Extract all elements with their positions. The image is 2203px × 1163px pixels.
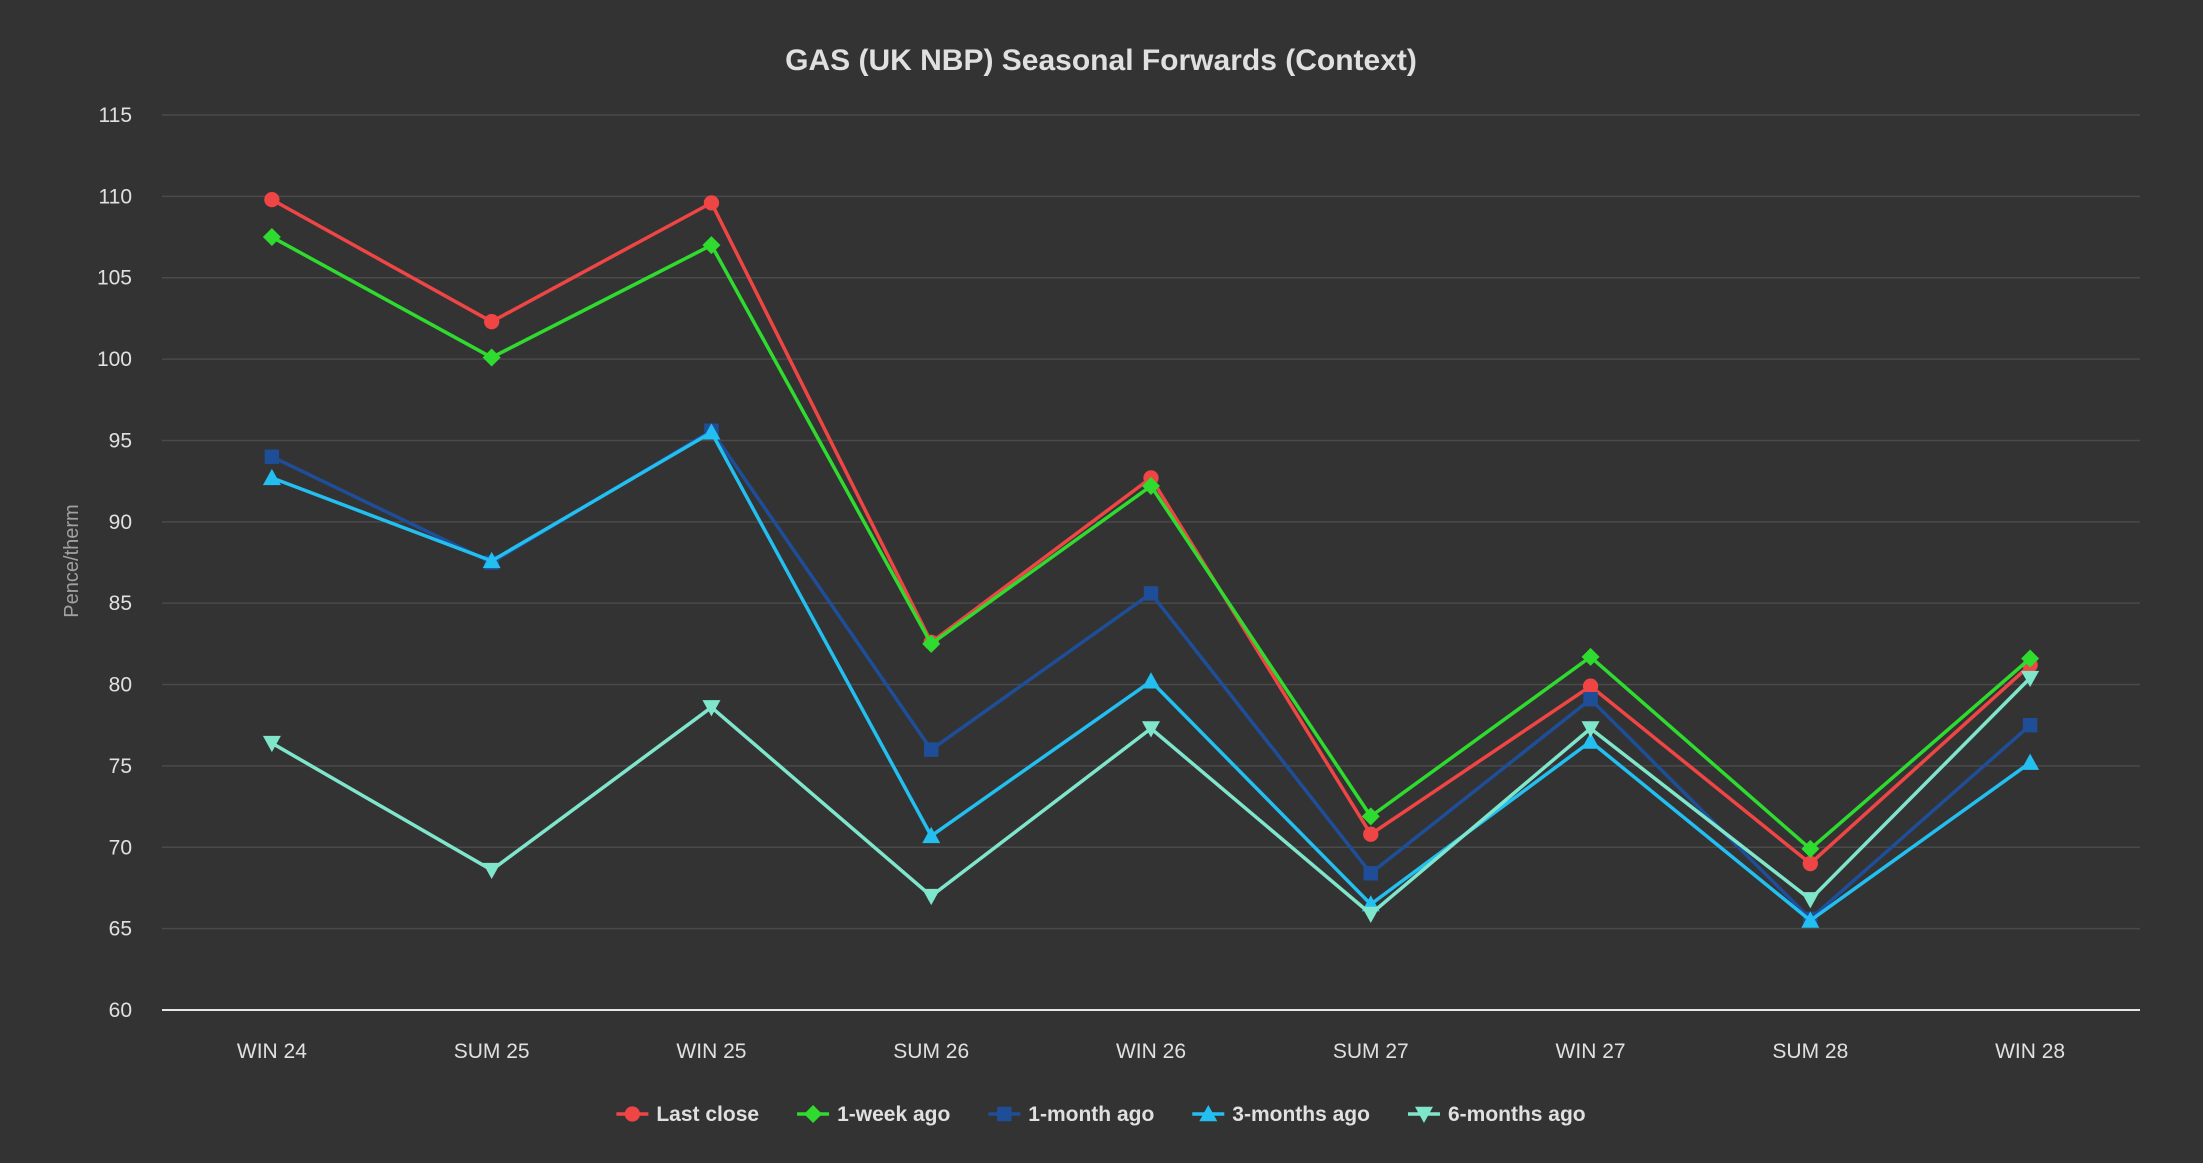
data-point bbox=[1581, 721, 1600, 738]
x-tick-label: WIN 24 bbox=[237, 1040, 307, 1063]
series-line bbox=[271, 235, 2032, 851]
y-tick-label: 75 bbox=[109, 755, 132, 778]
data-point bbox=[922, 888, 941, 906]
data-point bbox=[1583, 691, 1598, 707]
data-point bbox=[264, 449, 280, 464]
x-tick-label: WIN 25 bbox=[676, 1040, 746, 1063]
legend-label: Last close bbox=[656, 1103, 759, 1126]
data-point bbox=[1581, 647, 1600, 666]
data-point bbox=[484, 314, 500, 330]
x-tick-label: WIN 28 bbox=[1995, 1040, 2065, 1063]
legend-marker bbox=[624, 1106, 641, 1122]
data-point bbox=[702, 236, 721, 255]
data-point bbox=[1143, 586, 1159, 601]
legend-label: 6-months ago bbox=[1448, 1103, 1586, 1126]
data-point bbox=[1581, 732, 1600, 749]
data-point bbox=[1363, 866, 1378, 881]
data-point bbox=[1363, 826, 1379, 842]
y-tick-label: 80 bbox=[109, 674, 132, 697]
data-point bbox=[264, 191, 280, 208]
x-axis: WIN 24 SUM 25 WIN 25 SUM 26 WIN 26 SUM 27 WIN … bbox=[162, 1009, 2140, 1063]
data-point bbox=[262, 735, 281, 753]
data-point bbox=[2021, 753, 2040, 770]
y-tick-label: 90 bbox=[109, 511, 132, 534]
x-tick-label: SUM 25 bbox=[454, 1040, 530, 1063]
legend-item[interactable]: 6-months ago bbox=[1407, 1103, 1586, 1126]
data-point bbox=[1142, 477, 1160, 496]
data-point bbox=[2021, 670, 2040, 688]
data-point bbox=[1142, 721, 1160, 738]
data-point bbox=[482, 862, 501, 880]
x-tick-label: WIN 26 bbox=[1116, 1040, 1186, 1063]
legend-label: 1-week ago bbox=[837, 1103, 950, 1126]
series-last-close bbox=[264, 191, 2038, 872]
data-point bbox=[924, 742, 939, 757]
data-point bbox=[1801, 839, 1820, 858]
y-tick-label: 65 bbox=[109, 918, 132, 941]
legend-marker bbox=[804, 1105, 823, 1123]
data-point bbox=[1582, 678, 1599, 694]
data-point bbox=[2022, 718, 2038, 733]
legend-item[interactable]: 1-month ago bbox=[988, 1103, 1154, 1126]
x-tick-label: SUM 27 bbox=[1333, 1040, 1409, 1063]
data-point bbox=[482, 551, 501, 569]
data-point bbox=[702, 423, 721, 440]
data-point bbox=[1361, 906, 1380, 923]
y-tick-label: 70 bbox=[109, 836, 132, 859]
data-point bbox=[703, 195, 720, 211]
y-tick-label: 100 bbox=[97, 348, 132, 371]
series-6-months-ago bbox=[262, 670, 2040, 923]
y-tick-label: 85 bbox=[109, 592, 132, 615]
y-tick-label: 105 bbox=[97, 267, 132, 290]
x-tick-label: SUM 28 bbox=[1772, 1040, 1848, 1063]
data-point bbox=[482, 348, 501, 367]
legend-marker bbox=[1414, 1106, 1433, 1123]
series-lines bbox=[262, 191, 2040, 928]
data-point bbox=[262, 228, 281, 247]
x-tick-label: WIN 27 bbox=[1556, 1040, 1626, 1063]
data-point bbox=[1361, 807, 1380, 826]
y-axis: 60 65 70 75 80 85 90 95 100 105 110 115 bbox=[97, 104, 132, 1022]
y-tick-label: 115 bbox=[99, 104, 132, 127]
series-line bbox=[271, 676, 2032, 916]
series-line bbox=[271, 198, 2032, 866]
legend: Last close 1-week ago 1-month ago 3-months … bbox=[616, 1103, 1586, 1126]
data-point bbox=[2021, 649, 2040, 668]
data-point bbox=[922, 826, 941, 844]
y-axis-title: Pence/therm bbox=[61, 504, 83, 617]
x-tick-label: SUM 26 bbox=[893, 1040, 969, 1063]
legend-label: 3-months ago bbox=[1232, 1103, 1370, 1126]
legend-item[interactable]: 1-week ago bbox=[797, 1103, 950, 1126]
legend-marker bbox=[1199, 1105, 1218, 1122]
y-tick-label: 60 bbox=[109, 999, 132, 1022]
data-point bbox=[1802, 855, 1818, 872]
chart-title: GAS (UK NBP) Seasonal Forwards (Context) bbox=[785, 44, 1417, 77]
series-3-months-ago bbox=[262, 423, 2040, 928]
legend-item[interactable]: 3-months ago bbox=[1192, 1103, 1370, 1126]
y-tick-label: 110 bbox=[99, 185, 132, 208]
data-point bbox=[702, 700, 721, 717]
series-1-week-ago bbox=[262, 228, 2040, 858]
legend-item[interactable]: Last close bbox=[616, 1103, 759, 1126]
data-point bbox=[1142, 672, 1160, 689]
data-point bbox=[922, 634, 941, 653]
data-point bbox=[1801, 892, 1820, 909]
legend-label: 1-month ago bbox=[1028, 1103, 1154, 1126]
data-point bbox=[262, 468, 281, 486]
legend-marker bbox=[997, 1106, 1012, 1122]
data-point bbox=[1801, 911, 1820, 928]
y-tick-label: 95 bbox=[109, 429, 132, 452]
gridlines bbox=[162, 114, 2140, 930]
